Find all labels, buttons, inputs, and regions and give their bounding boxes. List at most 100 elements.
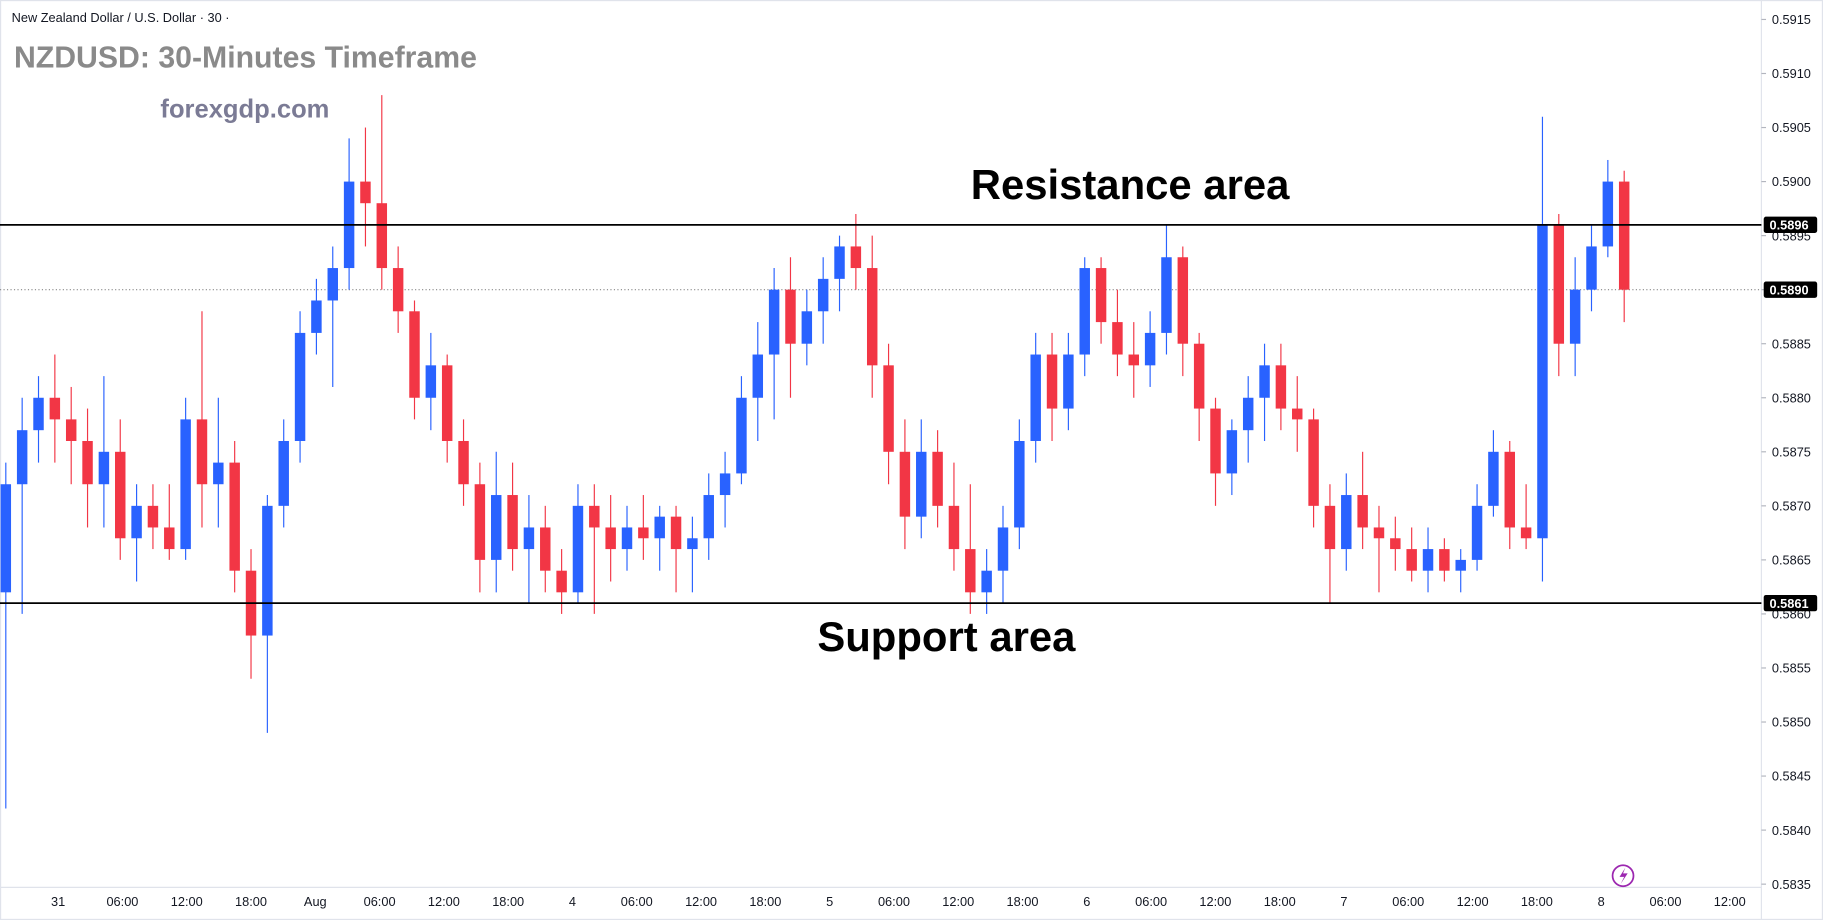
x-tick-label: 6 xyxy=(1083,894,1090,909)
candle-body xyxy=(932,451,943,506)
x-tick-label: 18:00 xyxy=(1007,894,1039,909)
candle-body xyxy=(98,451,110,485)
candle-body xyxy=(164,527,175,550)
candle-body xyxy=(425,365,437,398)
candle-body xyxy=(1488,451,1499,506)
candle-body xyxy=(1242,397,1254,431)
y-tick-label: 0.5905 xyxy=(1772,120,1811,135)
candle-body xyxy=(1537,224,1548,539)
candle-body xyxy=(1406,549,1417,571)
candle-body xyxy=(1275,365,1287,409)
y-tick-label: 0.5885 xyxy=(1772,336,1811,351)
x-tick-label: 06:00 xyxy=(1392,894,1424,909)
candle-body xyxy=(1341,495,1352,550)
y-tick-label: 0.5910 xyxy=(1772,66,1811,81)
candle-body xyxy=(1292,408,1303,420)
candle-body xyxy=(441,365,453,441)
candle-body xyxy=(1602,181,1614,247)
candle-body xyxy=(327,268,338,301)
candle-body xyxy=(883,365,894,452)
candle-body xyxy=(262,505,273,636)
candle-body xyxy=(1324,505,1336,550)
x-tick-label: Aug xyxy=(304,894,327,909)
annotation: Support area xyxy=(817,613,1076,660)
last-price-tag xyxy=(1763,281,1818,298)
candle-body xyxy=(1030,354,1041,441)
candle-body xyxy=(115,451,126,539)
x-tick-label: 12:00 xyxy=(1714,894,1746,909)
last-price-tag-label: 0.5890 xyxy=(1770,282,1809,297)
candle-body xyxy=(589,505,600,528)
candle-body xyxy=(1014,440,1025,528)
candle-body xyxy=(948,505,960,550)
x-tick-label: 18:00 xyxy=(235,894,267,909)
candle-body xyxy=(229,462,240,571)
x-tick-label: 12:00 xyxy=(1457,894,1489,909)
candle-body xyxy=(703,495,714,539)
support-line-tag xyxy=(1763,594,1818,612)
candle-body xyxy=(817,278,829,312)
candle-body xyxy=(638,527,649,539)
candle-body xyxy=(360,181,371,204)
y-tick-label: 0.5880 xyxy=(1772,390,1811,405)
x-tick-label: 5 xyxy=(826,894,833,909)
x-tick-label: 4 xyxy=(569,894,576,909)
candle-body xyxy=(1569,289,1581,344)
x-tick-label: 06:00 xyxy=(621,894,653,909)
x-tick-label: 06:00 xyxy=(106,894,138,909)
candle-body xyxy=(1161,257,1172,333)
candle-body xyxy=(850,246,862,269)
candle-body xyxy=(523,527,535,550)
resistance-line-tag-label: 0.5896 xyxy=(1770,217,1809,232)
x-tick-label: 06:00 xyxy=(364,894,396,909)
candle-body xyxy=(1063,354,1074,409)
candle-body xyxy=(376,203,388,269)
x-tick-label: 06:00 xyxy=(1649,894,1681,909)
candle-body xyxy=(785,289,796,344)
candle-body xyxy=(556,570,567,593)
candle-body xyxy=(409,311,420,398)
y-tick-label: 0.5850 xyxy=(1772,715,1811,730)
candle-body xyxy=(1504,451,1515,528)
chart-title: NZDUSD: 30-Minutes Timeframe xyxy=(14,42,477,75)
annotation: Resistance area xyxy=(971,161,1290,208)
alert-icon[interactable] xyxy=(1611,864,1635,888)
candle-body xyxy=(719,473,731,496)
candle-body xyxy=(1455,559,1466,571)
candle-body xyxy=(131,505,142,539)
candle-body xyxy=(752,354,764,398)
candle-body xyxy=(899,451,911,517)
candle-body xyxy=(294,332,306,441)
candle-body xyxy=(392,268,404,312)
y-tick-label: 0.5865 xyxy=(1772,553,1811,568)
x-tick-label: 12:00 xyxy=(171,894,203,909)
resistance-line-tag xyxy=(1763,216,1818,233)
candle-body xyxy=(981,570,992,593)
x-tick-label: 12:00 xyxy=(685,894,717,909)
candle-body xyxy=(1439,549,1450,571)
candle-body xyxy=(180,419,191,550)
x-tick-label: 18:00 xyxy=(749,894,781,909)
y-tick-label: 0.5870 xyxy=(1772,498,1811,513)
x-tick-label: 31 xyxy=(51,894,65,909)
candle-body xyxy=(65,419,77,441)
candle-body xyxy=(1112,322,1123,355)
candle-body xyxy=(866,268,878,366)
x-tick-label: 18:00 xyxy=(1264,894,1296,909)
candle-body xyxy=(278,440,289,506)
candle-body xyxy=(1586,246,1597,290)
candle-body xyxy=(1079,268,1090,355)
candle-body xyxy=(605,527,616,550)
candle-body xyxy=(0,484,12,593)
candle-body xyxy=(654,516,665,539)
candle-body xyxy=(736,397,747,474)
y-tick-label: 0.5840 xyxy=(1772,823,1811,838)
candle-body xyxy=(213,462,224,485)
y-tick-label: 0.5855 xyxy=(1772,661,1811,676)
candle-body xyxy=(474,484,486,560)
y-tick-label: 0.5875 xyxy=(1772,444,1811,459)
candle-body xyxy=(1193,343,1205,409)
candle-body xyxy=(1259,365,1270,398)
candle-body xyxy=(1144,332,1156,366)
candle-body xyxy=(621,527,633,550)
